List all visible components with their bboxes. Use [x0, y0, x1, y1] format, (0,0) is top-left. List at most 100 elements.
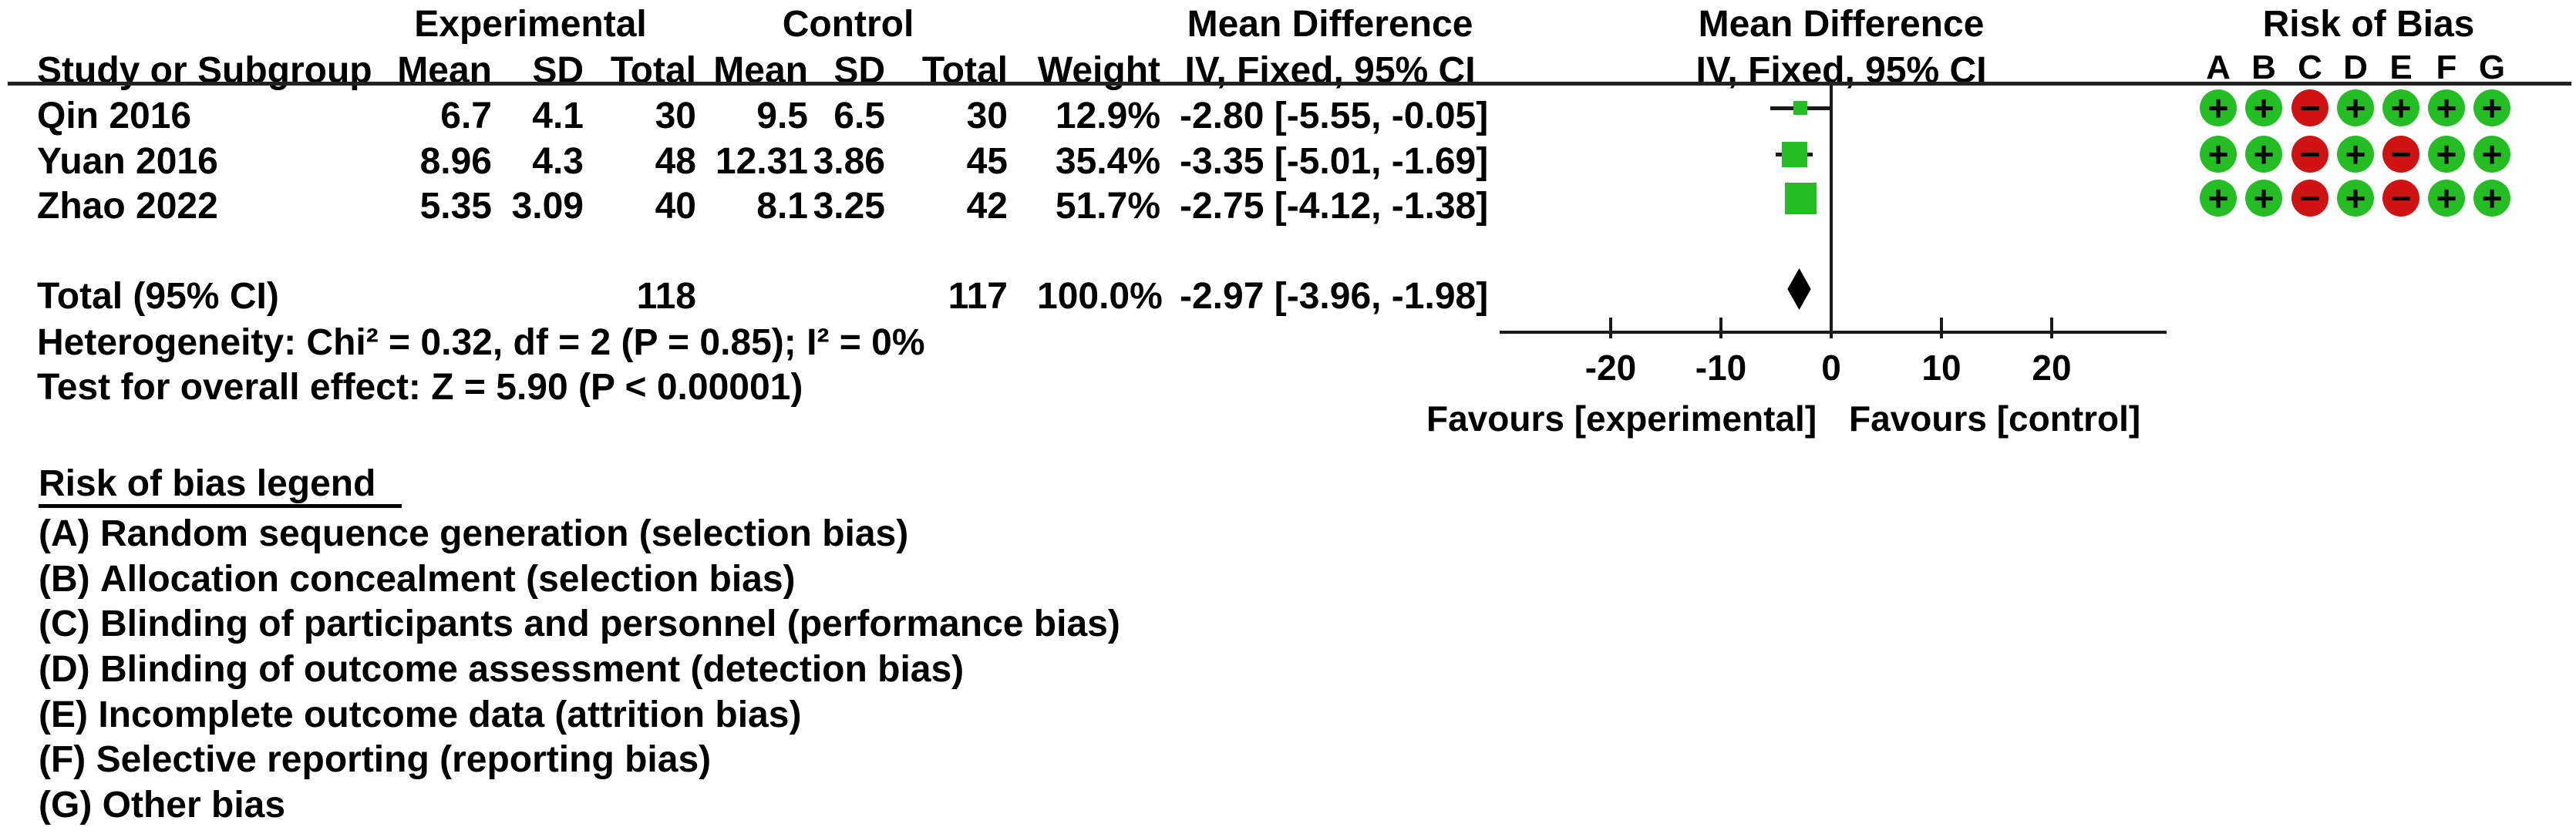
legend-item-text: Allocation concealment (selection bias): [99, 559, 796, 600]
favours-experimental-label: Favours [experimental]: [1426, 399, 1817, 439]
study-md-ci: -3.35 [-5.01, -1.69]: [1180, 141, 1489, 182]
pooled-effect-diamond: [1787, 268, 1811, 310]
study-md-ci: -2.80 [-5.55, -0.05]: [1180, 96, 1489, 136]
legend-item-label: (D): [39, 649, 90, 690]
x-axis-tick-label: 10: [1921, 348, 1961, 388]
high-risk-icon: −: [2382, 180, 2419, 217]
legend-item-f: (F) Selective reporting (reporting bias): [39, 737, 711, 783]
legend-item-e: (E) Incomplete outcome data (attrition b…: [39, 692, 801, 738]
header-rule: [8, 82, 2571, 86]
heterogeneity-stat: Heterogeneity: Chi² = 0.32, df = 2 (P = …: [37, 322, 925, 363]
study-sd-control: 3.86: [813, 141, 885, 182]
legend-item-text: Blinding of participants and personnel (…: [99, 604, 1120, 644]
study-total-control: 45: [966, 141, 1008, 182]
study-mean-experimental: 8.96: [419, 141, 492, 182]
rob-domain-letter: F: [2436, 49, 2457, 86]
study-mean-control: 12.31: [715, 141, 808, 182]
low-risk-icon: +: [2382, 89, 2419, 126]
total-n-experimental: 118: [636, 276, 696, 317]
legend-item-g: (G) Other bias: [39, 782, 285, 829]
low-risk-icon: +: [2200, 136, 2237, 173]
effect-size-square: [1781, 141, 1807, 167]
header-control-group: Control: [782, 4, 914, 45]
study-total-experimental: 30: [655, 96, 696, 136]
effect-size-square: [1793, 101, 1807, 115]
study-mean-control: 9.5: [756, 96, 808, 136]
total-label: Total (95% CI): [37, 276, 279, 317]
study-total-control: 30: [966, 96, 1008, 136]
study-weight: 35.4%: [1055, 141, 1160, 182]
low-risk-icon: +: [2473, 136, 2510, 173]
low-risk-icon: +: [2200, 89, 2237, 126]
legend-item-label: (A): [39, 513, 90, 554]
legend-item-text: Blinding of outcome assessment (detectio…: [99, 649, 965, 690]
low-risk-icon: +: [2473, 89, 2510, 126]
low-risk-icon: +: [2428, 136, 2465, 173]
overall-effect-stat: Test for overall effect: Z = 5.90 (P < 0…: [37, 367, 803, 408]
column-header-total-experimental: Total: [610, 50, 696, 91]
x-axis-tick: [1609, 317, 1612, 338]
low-risk-icon: +: [2337, 136, 2374, 173]
study-total-experimental: 40: [655, 186, 696, 227]
low-risk-icon: +: [2428, 180, 2465, 217]
study-weight: 12.9%: [1055, 96, 1160, 136]
study-sd-experimental: 4.3: [532, 141, 584, 182]
study-md-ci: -2.75 [-4.12, -1.38]: [1180, 186, 1489, 227]
study-name: Zhao 2022: [37, 186, 218, 227]
column-header-iv-fixed-ci-text: IV, Fixed, 95% CI: [1184, 50, 1476, 91]
total-md-ci: -2.97 [-3.96, -1.98]: [1180, 276, 1489, 317]
legend-item-a: (A) Random sequence generation (selectio…: [39, 511, 908, 557]
total-weight: 100.0%: [1037, 276, 1163, 317]
legend-item-text: Incomplete outcome data (attrition bias): [98, 694, 802, 735]
column-header-sd-experimental: SD: [532, 50, 584, 91]
x-axis-tick-label: -10: [1695, 348, 1747, 388]
header-mean-difference-text: Mean Difference: [1187, 4, 1473, 45]
legend-item-c: (C) Blinding of participants and personn…: [39, 601, 1120, 647]
rob-domain-letter: D: [2343, 49, 2368, 86]
high-risk-icon: −: [2291, 180, 2329, 217]
low-risk-icon: +: [2245, 89, 2282, 126]
low-risk-icon: +: [2428, 89, 2465, 126]
low-risk-icon: +: [2473, 180, 2510, 217]
legend-item-label: (F): [39, 739, 86, 780]
high-risk-icon: −: [2291, 89, 2329, 126]
low-risk-icon: +: [2337, 180, 2374, 217]
low-risk-icon: +: [2337, 89, 2374, 126]
low-risk-icon: +: [2245, 136, 2282, 173]
study-mean-experimental: 5.35: [419, 186, 492, 227]
header-mean-difference-plot: Mean Difference: [1698, 4, 1985, 45]
x-axis-tick: [2050, 317, 2053, 338]
low-risk-icon: +: [2245, 180, 2282, 217]
high-risk-icon: −: [2382, 136, 2419, 173]
x-axis-tick-label: -20: [1584, 348, 1637, 388]
study-name: Yuan 2016: [37, 141, 218, 182]
x-axis-tick: [1830, 317, 1833, 338]
risk-of-bias-legend-title: Risk of bias legend: [39, 461, 402, 508]
study-name: Qin 2016: [37, 96, 192, 136]
low-risk-icon: +: [2200, 180, 2237, 217]
column-header-sd-control: SD: [833, 50, 885, 91]
legend-item-label: (B): [39, 559, 90, 600]
study-total-experimental: 48: [655, 141, 696, 182]
study-mean-experimental: 6.7: [440, 96, 492, 136]
header-experimental-group: Experimental: [414, 4, 647, 45]
x-axis-tick-label: 20: [2032, 348, 2072, 388]
study-mean-control: 8.1: [756, 186, 808, 227]
legend-item-text: Selective reporting (reporting bias): [96, 739, 712, 780]
study-sd-experimental: 3.09: [511, 186, 584, 227]
effect-size-square: [1785, 182, 1817, 214]
rob-domain-letter: E: [2389, 49, 2413, 86]
risk-of-bias-legend-title-text: Risk of bias legend: [39, 463, 402, 508]
rob-domain-letter: C: [2298, 49, 2322, 86]
study-sd-control: 6.5: [833, 96, 885, 136]
legend-item-text: Other bias: [102, 785, 286, 826]
column-header-iv-fixed-ci-plot: IV, Fixed, 95% CI: [1695, 50, 1987, 91]
x-axis-tick-label: 0: [1821, 348, 1841, 388]
header-risk-of-bias: Risk of Bias: [2262, 4, 2475, 45]
legend-item-label: (E): [39, 694, 88, 735]
high-risk-icon: −: [2291, 136, 2329, 173]
favours-control-label: Favours [control]: [1849, 399, 2141, 439]
legend-item-b: (B) Allocation concealment (selection bi…: [39, 557, 796, 603]
column-header-total-control: Total: [921, 50, 1008, 91]
